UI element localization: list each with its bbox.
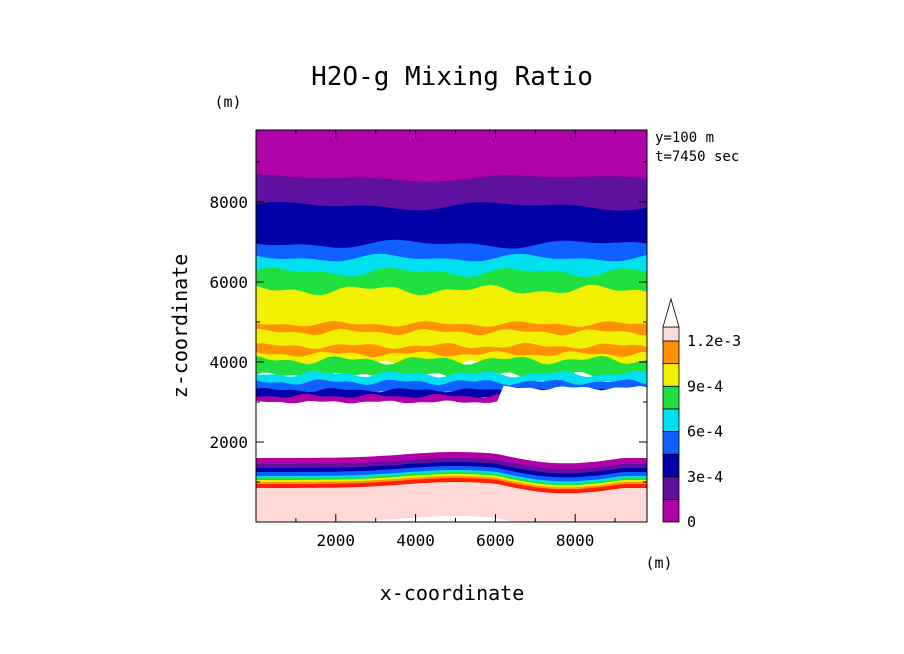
colorbar-segment <box>662 431 680 455</box>
colorbar-tick-label: 0 <box>687 513 696 531</box>
colorbar-segment-top <box>662 326 680 342</box>
band-moist-orange-a <box>256 321 647 336</box>
colorbar-tick-label: 3e-4 <box>687 468 723 486</box>
x-tick-label: 6000 <box>476 531 515 550</box>
band-moist-orange-b <box>256 343 647 358</box>
colorbar-segment <box>662 476 680 500</box>
colorbar-segment <box>662 340 680 365</box>
colorbar-segment <box>662 408 680 432</box>
contour-field <box>256 130 647 522</box>
annotation-t: t=7450 sec <box>655 149 739 165</box>
annotation-y: y=100 m <box>655 130 714 146</box>
x-unit-label: (m) <box>645 554 672 572</box>
colorbar-segment <box>662 453 680 478</box>
colorbar-segment <box>662 385 680 410</box>
x-tick-label: 8000 <box>556 531 595 550</box>
y-tick-label: 2000 <box>209 433 248 452</box>
colorbar-tick-label: 6e-4 <box>687 423 723 441</box>
colorbar-segment <box>662 363 680 387</box>
x-tick-label: 4000 <box>396 531 435 550</box>
axis-ticks: 2000 4000 6000 8000 2000 4000 6000 8000 <box>209 130 647 550</box>
x-tick-label: 2000 <box>317 531 356 550</box>
colorbar-tick-label: 9e-4 <box>687 377 723 395</box>
y-tick-label: 8000 <box>209 193 248 212</box>
x-axis-label: x-coordinate <box>380 581 525 605</box>
band-boundary-9 <box>256 482 647 522</box>
plot-frame <box>255 129 648 523</box>
band-upper-level5 <box>256 267 647 300</box>
colorbar-tick-label: 1.2e-3 <box>687 332 741 350</box>
y-axis-label: z-coordinate <box>168 254 192 399</box>
y-tick-label: 4000 <box>209 353 248 372</box>
chart-title: H2O-g Mixing Ratio <box>311 62 593 92</box>
y-tick-label: 6000 <box>209 273 248 292</box>
colorbar-extend-arrow <box>662 297 680 328</box>
colorbar-segment <box>662 498 680 523</box>
y-unit-label: (m) <box>214 93 241 111</box>
colorbar: 0 3e-4 6e-4 9e-4 1.2e-3 <box>662 297 741 531</box>
band-clear-gap <box>256 385 647 465</box>
